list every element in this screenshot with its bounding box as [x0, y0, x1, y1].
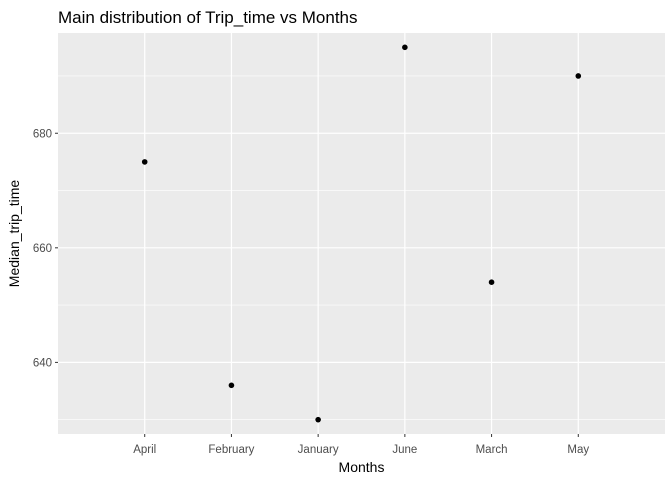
- data-point: [488, 279, 495, 285]
- x-tick-label: March: [476, 444, 508, 456]
- y-tick-label: 680: [33, 128, 52, 140]
- x-axis: April February January June March May: [133, 434, 589, 456]
- data-point: [402, 44, 408, 51]
- y-tick-label: 660: [33, 243, 52, 255]
- gridlines-minor: [58, 75, 665, 420]
- x-tick-label: June: [392, 444, 417, 456]
- y-axis-title: Median_trip_time: [6, 180, 22, 288]
- chart-title: Main distribution of Trip_time vs Months: [58, 8, 358, 27]
- x-axis-title: Months: [339, 459, 385, 475]
- x-tick-label: February: [208, 444, 254, 456]
- gridlines-major: [58, 33, 665, 434]
- plot-panel: [58, 33, 665, 434]
- x-tick-label: January: [298, 444, 339, 456]
- data-point: [315, 416, 321, 423]
- data-points: [141, 44, 582, 423]
- data-point: [228, 382, 235, 389]
- x-tick-label: April: [133, 444, 156, 456]
- y-axis: 640 660 680: [33, 128, 58, 369]
- data-point: [141, 159, 148, 165]
- y-tick-label: 640: [33, 357, 52, 369]
- x-tick-label: May: [567, 444, 589, 456]
- data-point: [575, 73, 582, 79]
